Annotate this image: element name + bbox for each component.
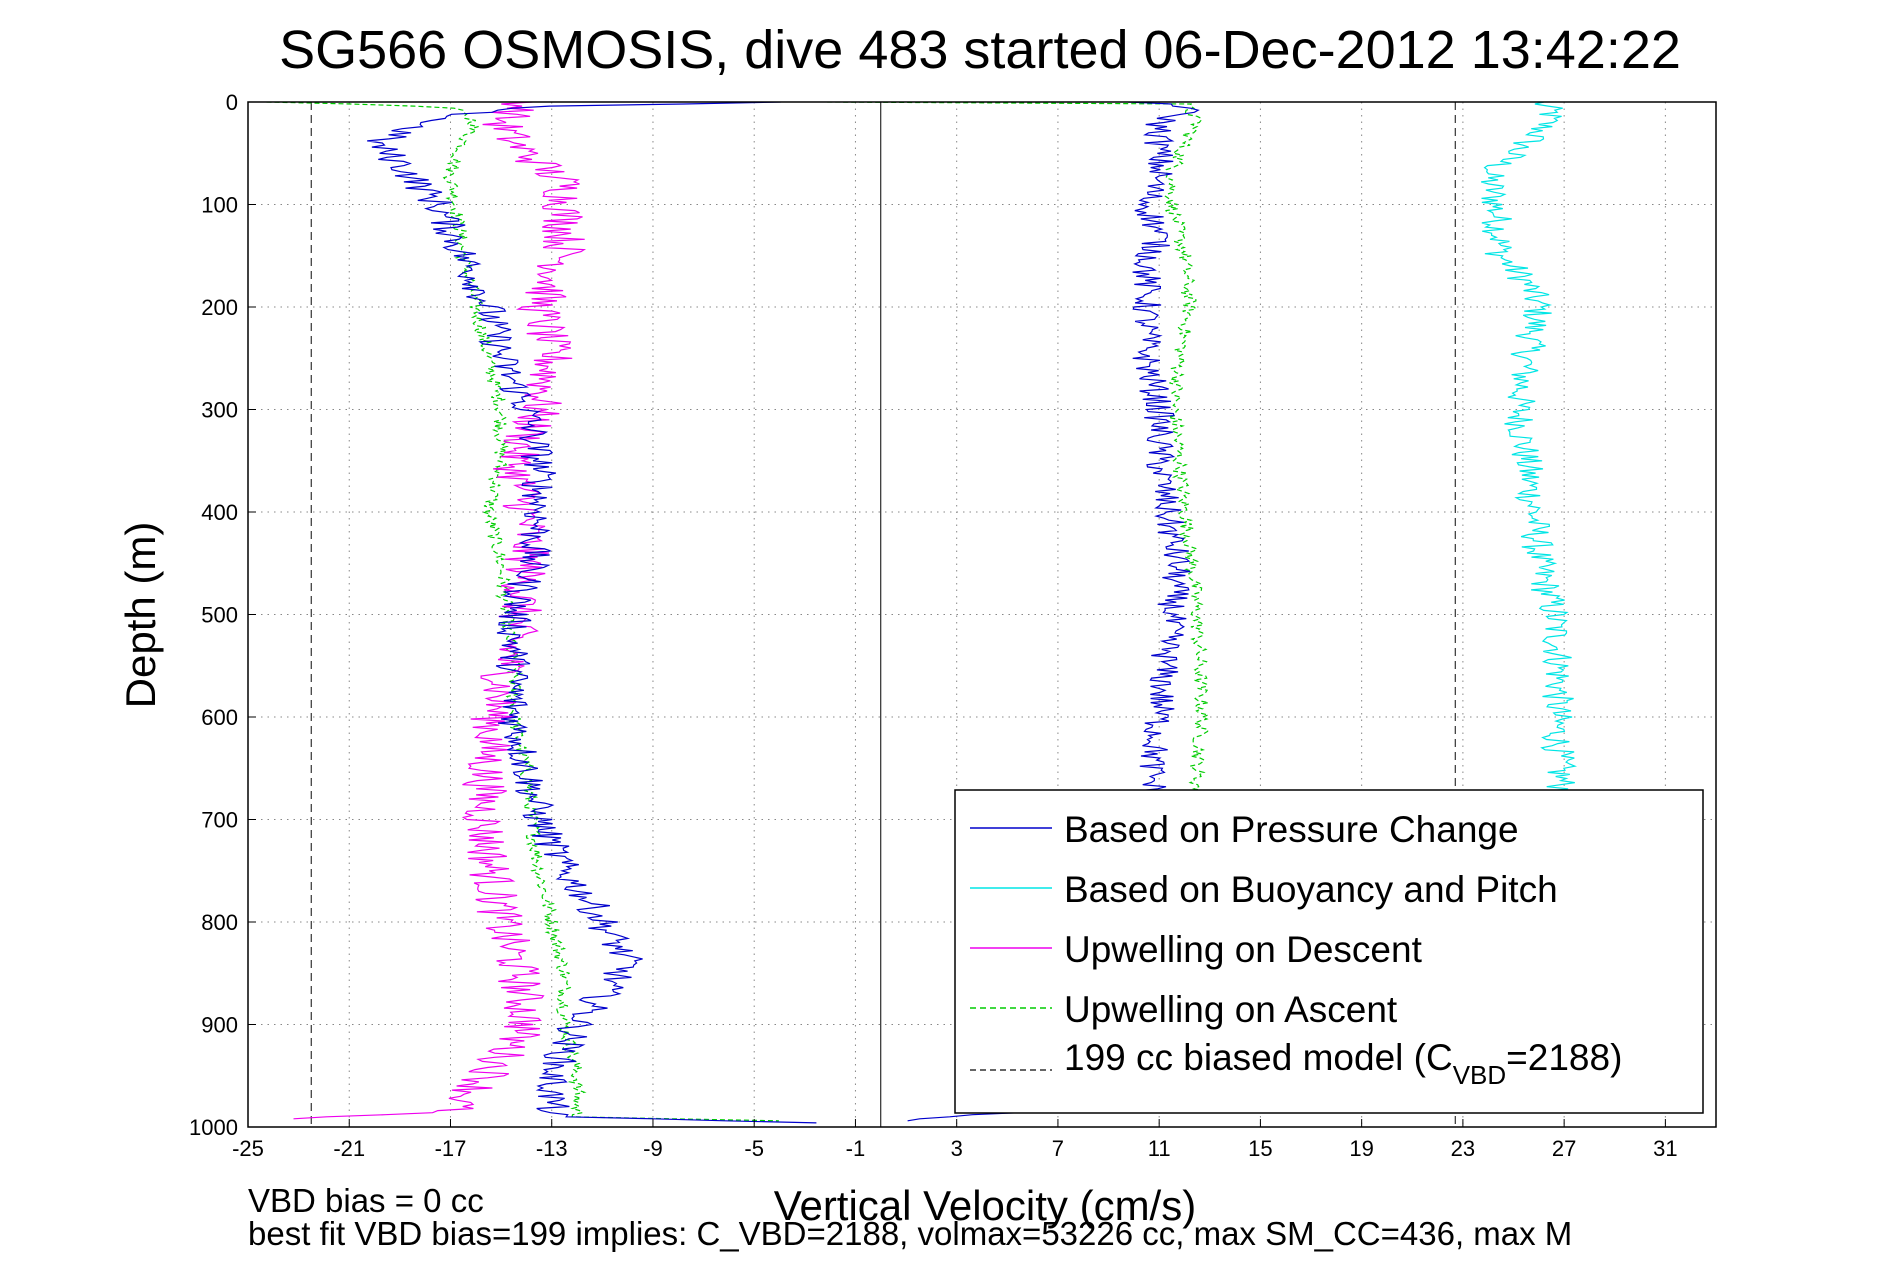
y-tick-label: 600 (201, 705, 238, 730)
x-tick-label: 7 (1052, 1136, 1064, 1161)
series-buoyancy-pitch (1481, 102, 1580, 800)
x-tick-label: 15 (1248, 1136, 1272, 1161)
x-tick-label: 3 (951, 1136, 963, 1161)
y-tick-label: 300 (201, 398, 238, 423)
y-tick-label: 400 (201, 500, 238, 525)
x-tick-label: -21 (333, 1136, 365, 1161)
y-tick-label: 500 (201, 603, 238, 628)
x-axis-label: Vertical Velocity (cm/s) (774, 1182, 1196, 1229)
y-tick-label: 1000 (189, 1115, 238, 1140)
y-axis-label: Depth (m) (117, 522, 164, 709)
x-tick-label: 31 (1653, 1136, 1677, 1161)
x-tick-label: -13 (536, 1136, 568, 1161)
legend-label-ascent: Upwelling on Ascent (1064, 989, 1398, 1030)
x-tick-label: -17 (435, 1136, 467, 1161)
y-tick-label: 100 (201, 193, 238, 218)
y-tick-label: 700 (201, 808, 238, 833)
x-axis-ticks: -25 -21 -17 -13 -9 -5 -1 3 7 11 15 19 23 27 31 (232, 1119, 1678, 1161)
x-tick-label: 19 (1349, 1136, 1373, 1161)
series-upwelling-ascent (266, 102, 779, 1122)
legend-label-model: 199 cc biased model (CVBD=2188) (1064, 1037, 1622, 1090)
chart-title: SG566 OSMOSIS, dive 483 started 06-Dec-2… (279, 20, 1681, 80)
legend-label-descent: Upwelling on Descent (1064, 929, 1423, 970)
legend-label-model-tail: =2188) (1506, 1037, 1622, 1078)
footer-line-2: best fit VBD bias=199 implies: C_VBD=218… (248, 1215, 1572, 1252)
y-tick-label: 0 (226, 90, 238, 115)
x-tick-label: 27 (1552, 1136, 1576, 1161)
series-pressure-change (367, 102, 817, 1124)
x-tick-label: -1 (846, 1136, 866, 1161)
legend: Based on Pressure Change Based on Buoyan… (954, 789, 1704, 1114)
legend-box (954, 789, 1704, 1114)
legend-label-model-sub: VBD (1453, 1060, 1506, 1090)
legend-label-buoyancy: Based on Buoyancy and Pitch (1064, 869, 1558, 910)
x-tick-label: 11 (1148, 1136, 1171, 1161)
x-tick-label: 23 (1451, 1136, 1475, 1161)
legend-label-model-main: 199 cc biased model (C (1064, 1037, 1453, 1078)
y-axis-ticks: 0 100 200 300 400 500 600 700 800 900 1000 (189, 90, 256, 1140)
footer-line-1: VBD bias = 0 cc (248, 1182, 484, 1219)
y-tick-label: 900 (201, 1013, 238, 1038)
y-tick-label: 200 (201, 295, 238, 320)
x-tick-label: -25 (232, 1136, 264, 1161)
y-tick-label: 800 (201, 910, 238, 935)
legend-label-pressure: Based on Pressure Change (1064, 809, 1519, 850)
series-upwelling-ascent (827, 102, 1211, 821)
x-tick-label: -9 (643, 1136, 663, 1161)
series-upwelling-descent (293, 102, 587, 1120)
x-tick-label: -5 (744, 1136, 764, 1161)
